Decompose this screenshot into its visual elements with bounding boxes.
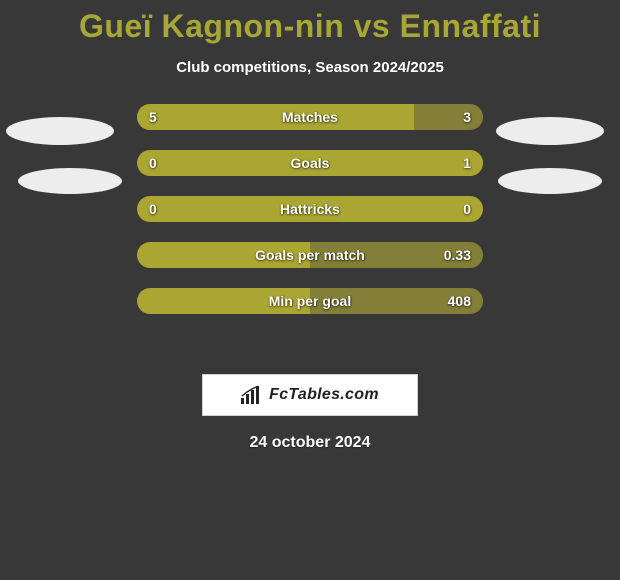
bar-left-fill bbox=[137, 104, 310, 130]
player-ellipse-1 bbox=[18, 168, 122, 194]
player-ellipse-3 bbox=[498, 168, 602, 194]
chart-icon bbox=[241, 386, 263, 404]
bar-right-fill bbox=[310, 104, 414, 130]
subtitle: Club competitions, Season 2024/2025 bbox=[0, 59, 620, 76]
stat-row: Goals per match0.33 bbox=[137, 242, 483, 268]
page-title: Gueï Kagnon-nin vs Ennaffati bbox=[0, 0, 620, 45]
player-ellipse-2 bbox=[496, 117, 604, 145]
branding-badge: FcTables.com bbox=[202, 374, 418, 416]
player-ellipse-0 bbox=[6, 117, 114, 145]
date-text: 24 october 2024 bbox=[0, 434, 620, 452]
bar-right-bg bbox=[310, 242, 483, 268]
bar-right-bg bbox=[310, 288, 483, 314]
bars-container: Matches53 Goals01 Hattricks00 Goals per mat… bbox=[137, 104, 483, 334]
comparison-arena: Matches53 Goals01 Hattricks00 Goals per mat… bbox=[0, 104, 620, 364]
branding-text: FcTables.com bbox=[269, 386, 379, 404]
bar-right-fill bbox=[310, 150, 483, 176]
stat-row: Min per goal408 bbox=[137, 288, 483, 314]
bar-left-bg bbox=[137, 196, 310, 222]
bar-left-bg bbox=[137, 150, 310, 176]
stat-row: Hattricks00 bbox=[137, 196, 483, 222]
bar-right-bg bbox=[310, 196, 483, 222]
stat-row: Matches53 bbox=[137, 104, 483, 130]
stat-row: Goals01 bbox=[137, 150, 483, 176]
bar-left-bg bbox=[137, 288, 310, 314]
bar-left-bg bbox=[137, 242, 310, 268]
